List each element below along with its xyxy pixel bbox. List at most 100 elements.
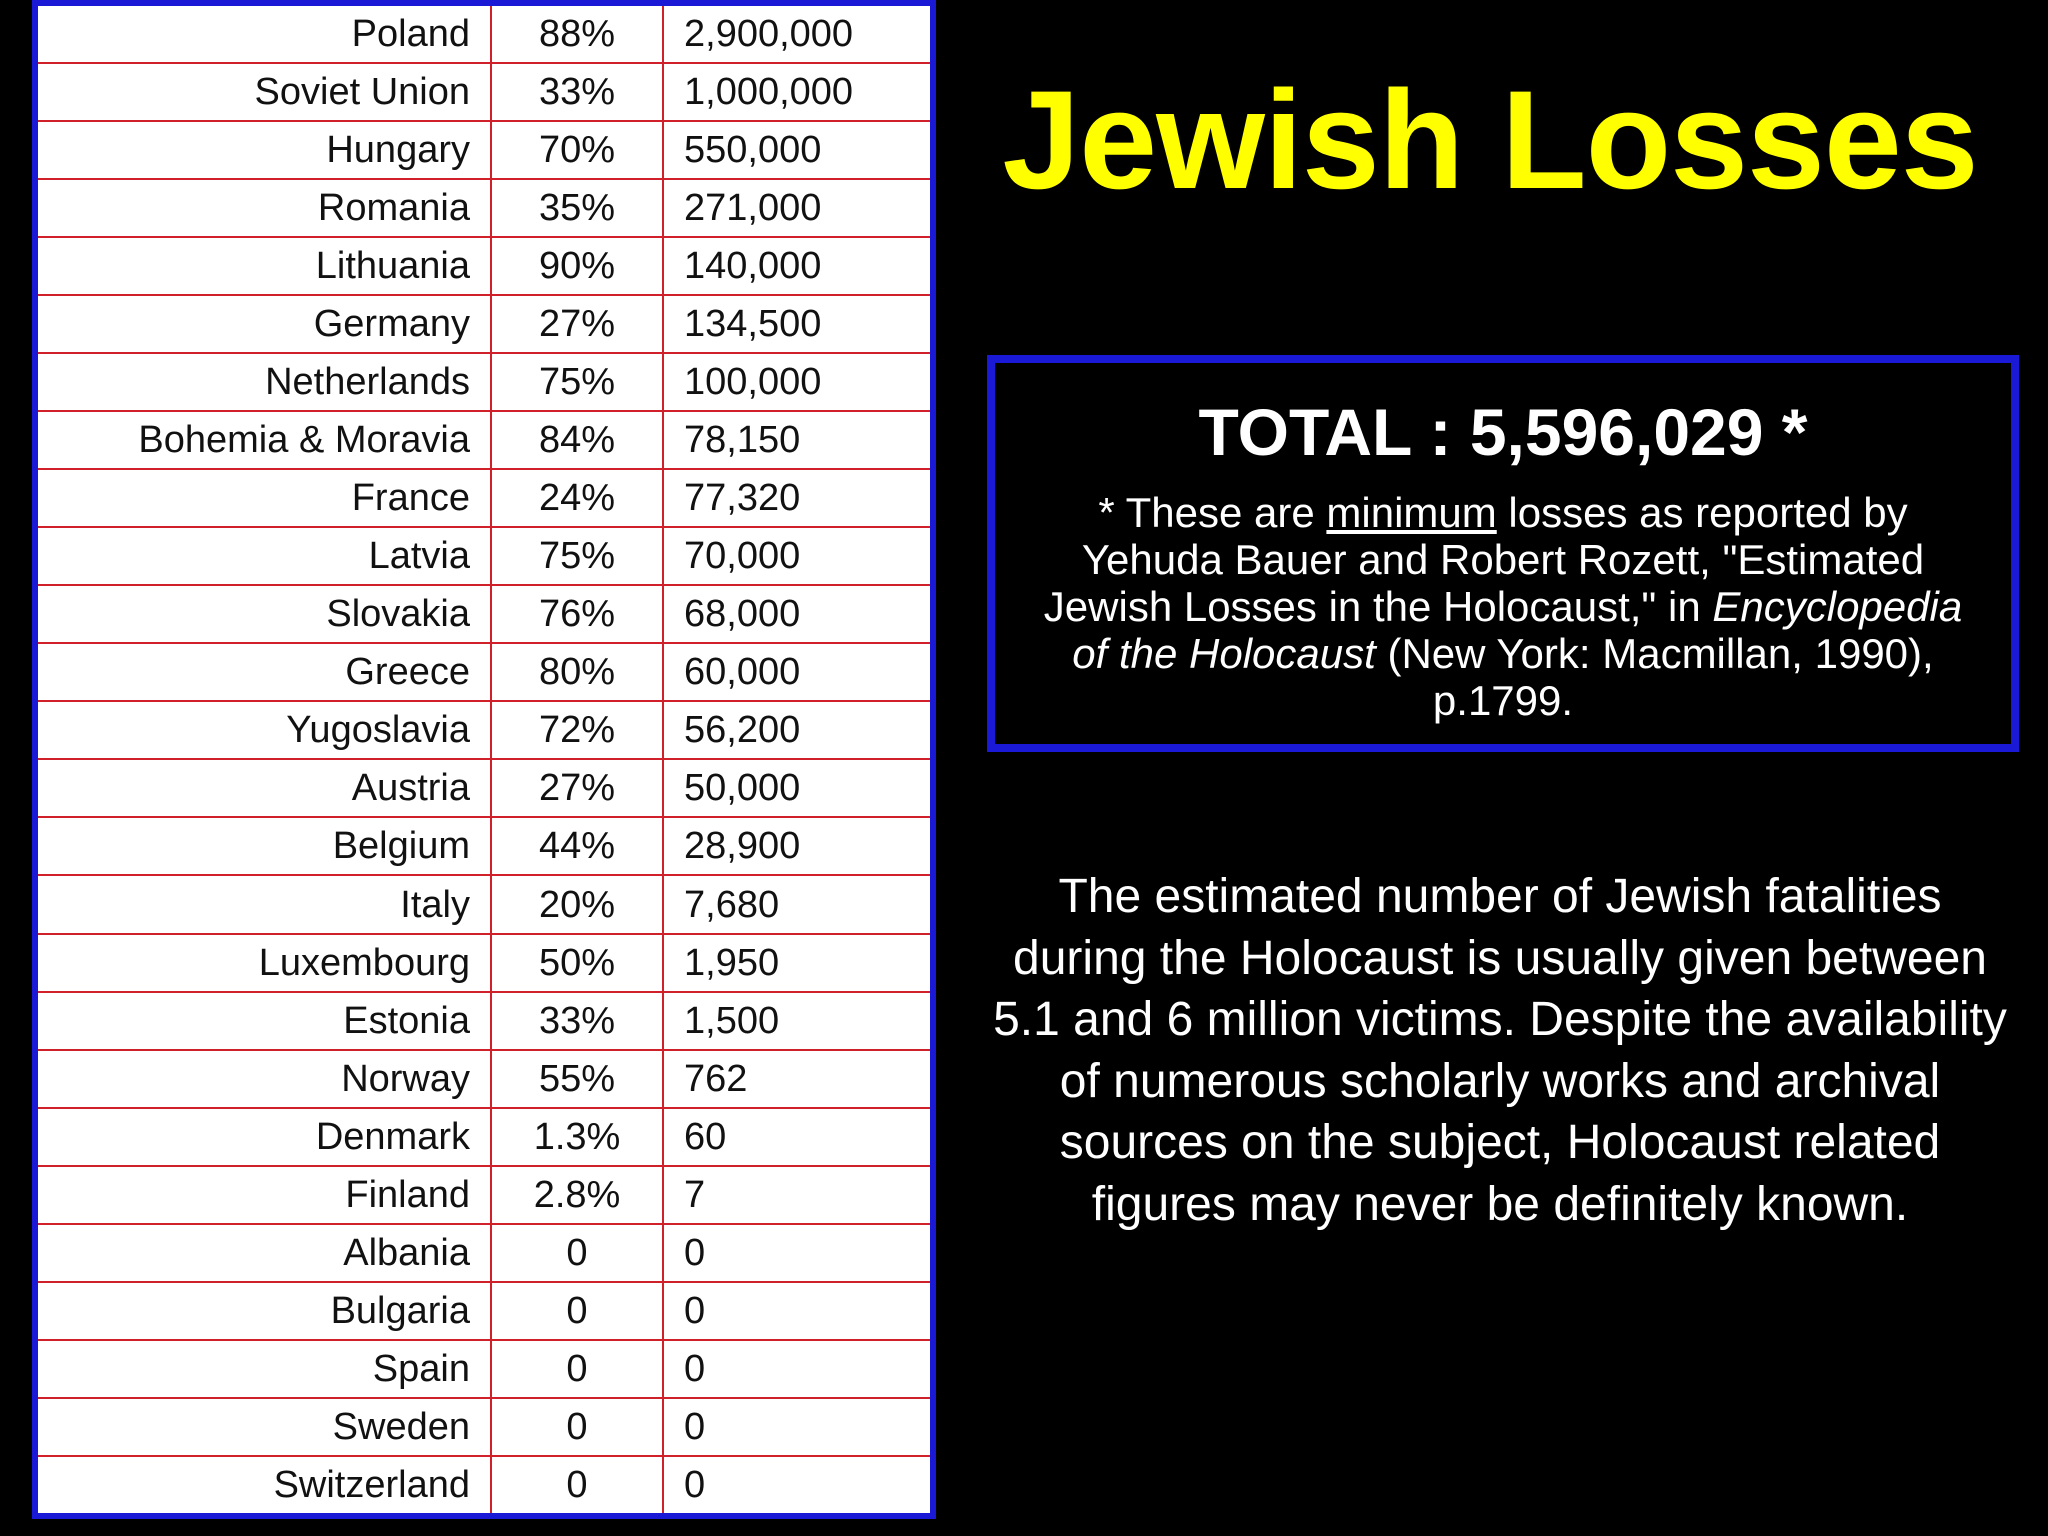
percent-cell: 20% [491,875,664,935]
losses-cell: 762 [663,1049,930,1109]
country-cell: Sweden [38,1398,492,1458]
total-box: TOTAL : 5,596,029 * * These are minimum … [987,355,2019,752]
country-cell: Yugoslavia [38,701,492,761]
note-prefix: * These are [1098,489,1327,536]
table-row: Denmark 1.3% 60 [38,1107,930,1167]
losses-cell: 60 [663,1107,930,1167]
table-row: Estonia 33% 1,500 [38,991,930,1051]
country-cell: Poland [38,6,492,64]
table-row: Slovakia 76% 68,000 [38,585,930,645]
percent-cell: 0 [491,1223,664,1283]
losses-cell: 271,000 [663,178,930,238]
table-row: Bulgaria 0 0 [38,1281,930,1341]
table-row: Finland 2.8% 7 [38,1165,930,1225]
losses-cell: 60,000 [663,643,930,703]
losses-cell: 134,500 [663,294,930,354]
table-row: Lithuania 90% 140,000 [38,236,930,296]
losses-cell: 0 [663,1398,930,1458]
country-cell: Netherlands [38,352,492,412]
losses-cell: 0 [684,1464,706,1507]
losses-cell: 7,680 [663,875,930,935]
percent-cell: 75% [491,527,664,587]
country-cell: Belgium [38,817,492,877]
percent-cell: 88% [491,6,664,64]
note-mid: losses as reported by Yehuda Bauer and R… [1043,489,1925,630]
losses-cell: 1,500 [663,991,930,1051]
losses-cell: 0 [663,1281,930,1341]
table-row: Greece 80% 60,000 [38,643,930,703]
table-row: Albania 0 0 [38,1223,930,1283]
percent-cell: 80% [491,643,664,703]
percent-cell: 75% [491,352,664,412]
table-row: Bohemia & Moravia 84% 78,150 [38,410,930,471]
percent-cell: 0 [491,1339,664,1400]
losses-cell: 56,200 [663,701,930,761]
country-cell: Soviet Union [38,62,492,122]
percent-cell: 35% [491,178,664,238]
percent-cell: 27% [491,759,664,819]
losses-cell: 1,000,000 [663,62,930,122]
losses-cell: 68,000 [663,585,930,645]
losses-cell: 0 [663,1223,930,1283]
note-suffix: (New York: Macmillan, 1990), p.1799. [1375,630,1934,724]
country-cell: Latvia [38,527,492,587]
country-cell: Lithuania [38,236,492,296]
country-cell: Bulgaria [38,1281,492,1341]
percent-cell: 50% [491,933,664,993]
country-cell: Austria [38,759,492,819]
table-row: Latvia 75% 70,000 [38,527,930,587]
losses-cell: 550,000 [663,120,930,180]
country-cell: Slovakia [38,585,492,645]
percent-cell: 90% [491,236,664,296]
losses-table: Poland 88% 2,900,000 Soviet Union 33% 1,000,0… [32,0,936,1519]
total-value: TOTAL : 5,596,029 * [1198,395,1808,469]
table-row: Hungary 70% 550,000 [38,120,930,180]
table-row: Spain 0 0 [38,1339,930,1400]
losses-table-grid: Poland 88% 2,900,000 Soviet Union 33% 1,000,0… [38,6,930,1513]
table-row: Soviet Union 33% 1,000,000 [38,62,930,122]
table-row: Austria 27% 50,000 [38,759,930,819]
losses-cell: 70,000 [663,527,930,587]
losses-cell: 77,320 [663,469,930,529]
table-row: Luxembourg 50% 1,950 [38,933,930,993]
percent-cell: 44% [491,817,664,877]
country-cell: Bohemia & Moravia [38,410,492,471]
table-row: Romania 35% 271,000 [38,178,930,238]
percent-cell: 76% [491,585,664,645]
country-cell: Spain [38,1339,492,1400]
country-cell: Finland [38,1165,492,1225]
table-row: Poland 88% 2,900,000 [38,6,930,64]
losses-table-body: Poland 88% 2,900,000 Soviet Union 33% 1,000,0… [38,6,930,1513]
country-cell: Denmark [38,1107,492,1167]
table-row: Yugoslavia 72% 56,200 [38,701,930,761]
table-row: Switzerland 0 0 [38,1456,930,1513]
table-row: Belgium 44% 28,900 [38,817,930,877]
country-cell: Hungary [38,120,492,180]
percent-cell: 33% [491,991,664,1051]
table-row: France 24% 77,320 [38,469,930,529]
percent-cell: 33% [491,62,664,122]
percent-cell: 27% [491,294,664,354]
note-italic: Encyclopedia of the Holocaust [1072,583,1963,677]
percent-cell: 0 [491,1281,664,1341]
country-cell: Estonia [38,991,492,1051]
percent-cell: 2.8% [491,1165,664,1225]
table-row: Germany 27% 134,500 [38,294,930,354]
losses-cell: 0 [663,1339,930,1400]
country-cell: Norway [38,1049,492,1109]
page-title: Jewish Losses [1002,61,1978,218]
percent-cell: 24% [491,469,664,529]
percent-cell: 0 [491,1456,664,1513]
table-row: Italy 20% 7,680 [38,875,930,935]
table-row: Norway 55% 762 [38,1049,930,1109]
percent-cell: 55% [491,1049,664,1109]
percent-cell: 0 [491,1398,664,1458]
country-cell: Switzerland [38,1456,492,1513]
country-cell: Germany [38,294,492,354]
country-cell: France [38,469,492,529]
table-row: Sweden 0 0 [38,1398,930,1458]
table-row: Netherlands 75% 100,000 [38,352,930,412]
percent-cell: 72% [491,701,664,761]
losses-cell: 140,000 [663,236,930,296]
percent-cell: 1.3% [491,1107,664,1167]
